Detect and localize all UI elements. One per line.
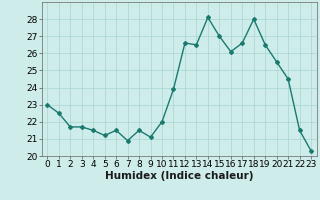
X-axis label: Humidex (Indice chaleur): Humidex (Indice chaleur) [105,171,253,181]
